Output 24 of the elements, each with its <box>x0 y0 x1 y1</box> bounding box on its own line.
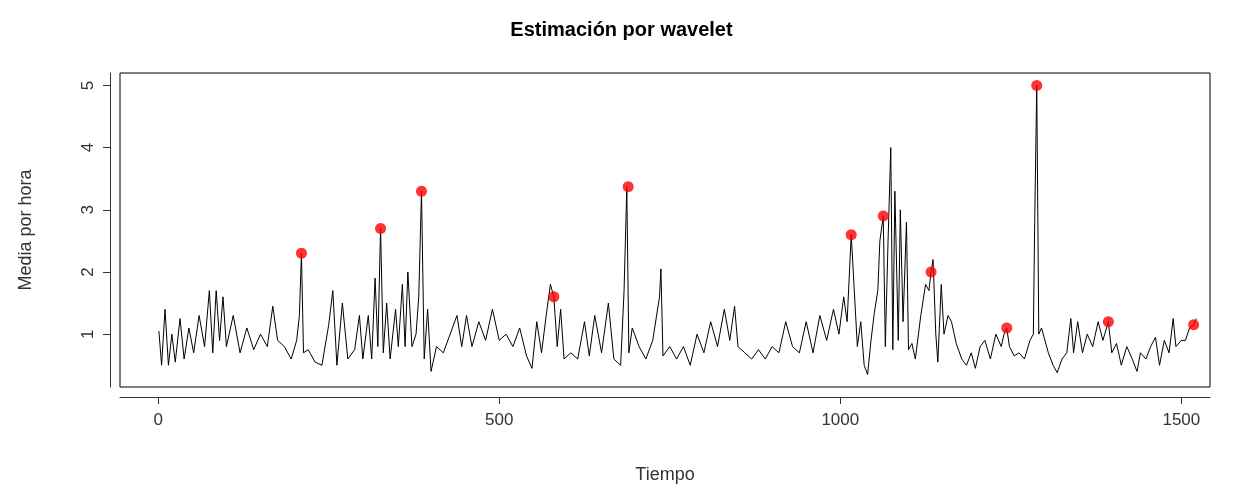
point <box>1102 316 1114 328</box>
x-axis-title: Tiempo <box>635 464 695 484</box>
point <box>548 291 560 303</box>
y-tick-label: 1 <box>78 329 97 339</box>
chart-title: Estimación por wavelet <box>510 18 733 40</box>
x-tick-label: 1000 <box>821 410 860 429</box>
x-tick-label: 500 <box>485 410 514 429</box>
point <box>1031 79 1043 91</box>
point <box>845 229 857 241</box>
y-tick-label: 2 <box>78 267 97 277</box>
point <box>295 247 307 259</box>
point <box>622 181 634 193</box>
point <box>925 266 937 278</box>
point <box>375 222 387 234</box>
point <box>416 185 427 197</box>
x-tick-label: 0 <box>153 410 163 429</box>
point <box>1188 319 1200 331</box>
y-axis-title: Media por hora <box>15 168 35 291</box>
point <box>877 210 889 222</box>
y-tick-label: 3 <box>78 205 97 215</box>
point <box>1001 322 1013 334</box>
y-tick-label: 5 <box>78 80 97 91</box>
x-tick-label: 1500 <box>1162 410 1201 429</box>
y-tick-label: 4 <box>78 142 97 153</box>
